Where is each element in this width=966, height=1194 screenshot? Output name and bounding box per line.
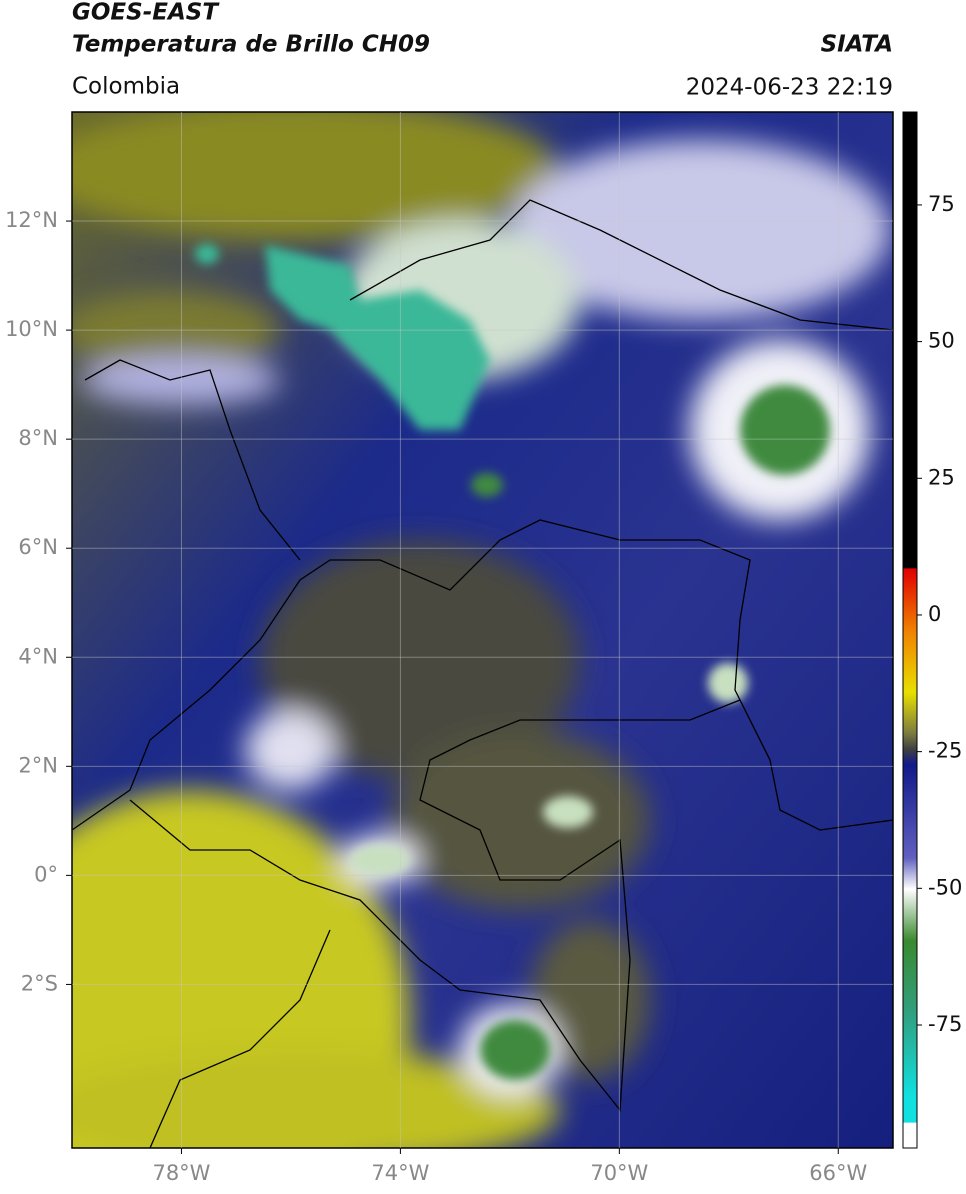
title: GOES-EAST	[72, 0, 220, 26]
colorbar-tick-label: -75	[928, 1012, 962, 1036]
x-tick-label: 66°W	[809, 1161, 867, 1185]
y-tick-label: 0°	[34, 862, 58, 886]
colorbar-tick-label: -25	[928, 739, 962, 763]
colorbar-tick-label: 50	[928, 329, 955, 353]
x-tick-label: 70°W	[590, 1161, 648, 1185]
y-tick-label: 10°N	[5, 317, 58, 341]
source: SIATA	[821, 32, 893, 58]
colorbar-tick-label: 75	[928, 192, 955, 216]
datetime: 2024-06-23 22:19	[686, 75, 893, 101]
colorbar-tick-label: 0	[928, 602, 941, 626]
colorbar-tick-label: 25	[928, 465, 955, 489]
y-tick-label: 6°N	[18, 535, 58, 559]
region: Colombia	[72, 74, 180, 100]
colorbar	[902, 111, 918, 1149]
x-tick-label: 74°W	[371, 1161, 429, 1185]
colorbar-tick-label: -50	[928, 875, 962, 899]
y-tick-label: 4°N	[18, 644, 58, 668]
map-frame	[71, 111, 894, 1149]
subtitle: Temperatura de Brillo CH09	[72, 32, 430, 58]
y-tick-label: 8°N	[18, 426, 58, 450]
satellite-image	[72, 112, 893, 1148]
y-tick-label: 2°S	[21, 971, 58, 995]
borders	[72, 199, 893, 1148]
y-tick-label: 2°N	[18, 753, 58, 777]
x-tick-label: 78°W	[152, 1161, 210, 1185]
y-tick-label: 12°N	[5, 208, 58, 232]
